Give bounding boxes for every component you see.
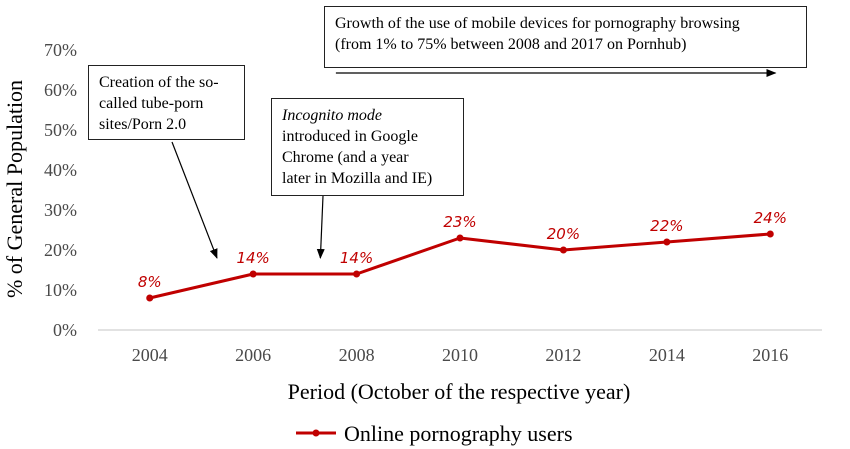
data-labels: 8% 14% 14% 23% 20% 22% 24% xyxy=(138,209,787,291)
series-online-pornography-users xyxy=(146,230,774,302)
y-tick-label: 0% xyxy=(53,320,77,340)
data-label: 20% xyxy=(547,225,580,243)
annotation-tube-sites: Creation of the so- called tube-porn sit… xyxy=(88,65,245,140)
y-tick-label: 30% xyxy=(44,200,77,220)
data-point xyxy=(663,238,671,246)
data-label: 23% xyxy=(443,213,476,231)
annotation-incognito-line-2: introduced in Google xyxy=(282,128,418,145)
annotation-incognito: Incognito mode introduced in Google Chro… xyxy=(271,98,464,196)
annotation-incognito-line-4: later in Mozilla and IE) xyxy=(282,170,433,187)
y-tick-label: 10% xyxy=(44,280,77,300)
legend-swatch-marker xyxy=(312,429,320,437)
x-tick-label: 2008 xyxy=(339,345,375,365)
legend-label: Online pornography users xyxy=(344,421,573,446)
data-point xyxy=(353,270,361,278)
y-tick-label: 20% xyxy=(44,240,77,260)
arrow-tube-sites xyxy=(171,141,218,259)
data-label: 22% xyxy=(650,217,683,235)
annotation-incognito-line-3: Chrome (and a year xyxy=(282,149,409,166)
data-point xyxy=(456,234,464,242)
data-point xyxy=(766,230,774,238)
data-label: 8% xyxy=(138,273,162,291)
y-tick-label: 60% xyxy=(44,80,77,100)
x-tick-label: 2014 xyxy=(649,345,685,365)
annotation-mobile-line-1: Growth of the use of mobile devices for … xyxy=(335,15,740,32)
annotation-mobile-growth: Growth of the use of mobile devices for … xyxy=(324,6,807,68)
data-point xyxy=(146,294,154,302)
arrow-incognito xyxy=(316,195,325,259)
annotation-tube-line-2: called tube-porn xyxy=(99,95,204,112)
x-tick-label: 2006 xyxy=(235,345,271,365)
x-axis-title: Period (October of the respective year) xyxy=(288,379,631,404)
x-axis-ticks: 2004 2006 2008 2010 2012 2014 2016 xyxy=(132,345,789,365)
x-tick-label: 2004 xyxy=(132,345,168,365)
y-tick-label: 40% xyxy=(44,160,77,180)
data-label: 24% xyxy=(754,209,787,227)
annotation-incognito-line-1: Incognito mode xyxy=(282,107,382,124)
data-point xyxy=(249,270,257,278)
x-tick-label: 2010 xyxy=(442,345,478,365)
y-tick-label: 70% xyxy=(44,40,77,60)
data-point xyxy=(559,246,567,254)
data-label: 14% xyxy=(340,249,373,267)
y-tick-label: 50% xyxy=(44,120,77,140)
x-tick-label: 2012 xyxy=(545,345,581,365)
legend: Online pornography users xyxy=(296,421,573,446)
annotation-tube-line-3: sites/Porn 2.0 xyxy=(99,116,187,133)
data-label: 14% xyxy=(236,249,269,267)
annotation-arrows xyxy=(171,69,777,259)
annotation-mobile-line-2: (from 1% to 75% between 2008 and 2017 on… xyxy=(335,36,687,53)
y-axis-ticks: 0% 10% 20% 30% 40% 50% 60% 70% xyxy=(44,40,77,340)
annotation-tube-line-1: Creation of the so- xyxy=(99,74,219,91)
y-axis-title: % of General Population xyxy=(2,80,27,298)
x-tick-label: 2016 xyxy=(752,345,788,365)
